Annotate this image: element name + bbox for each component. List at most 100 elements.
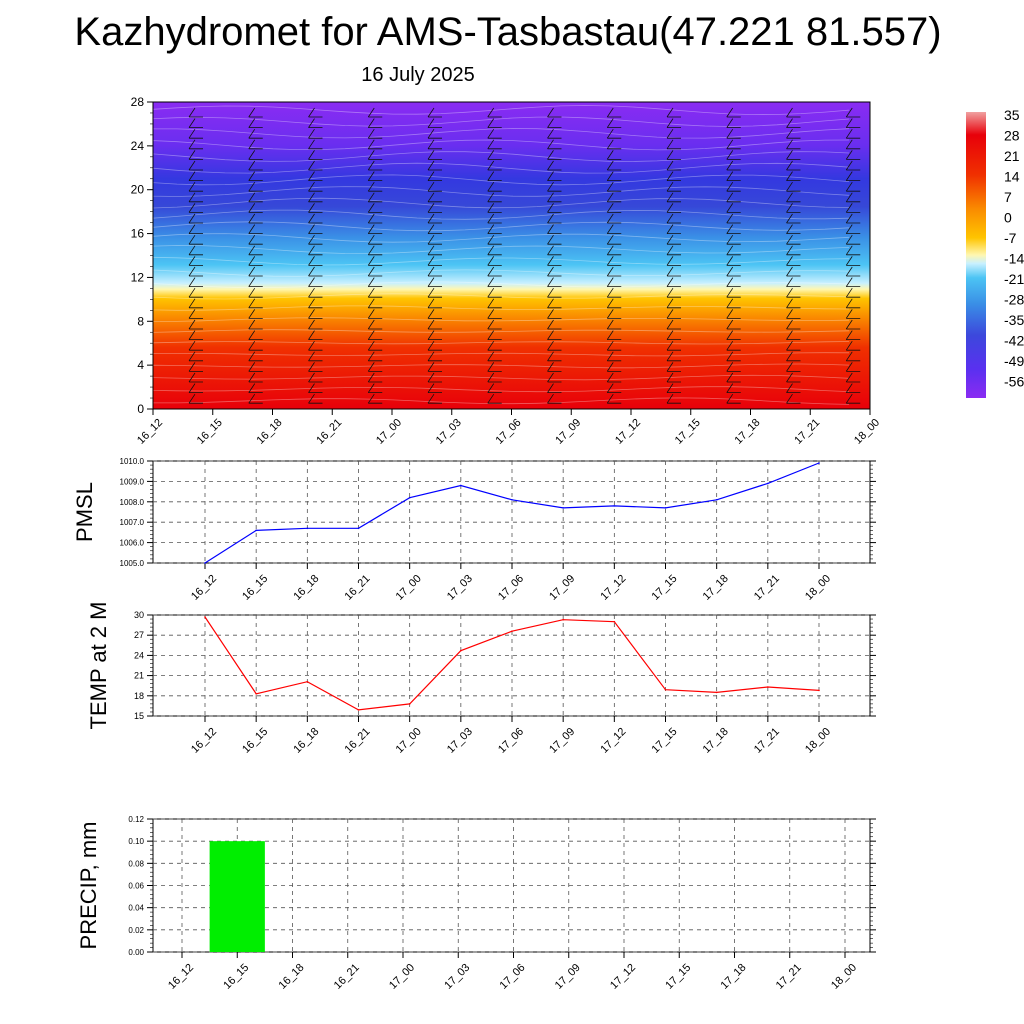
x-tick-label: 16_21 <box>332 962 362 992</box>
y-tick-label: 21 <box>134 671 144 681</box>
wind-barb <box>427 118 442 128</box>
colorbar-strip <box>966 112 986 398</box>
wind-barb <box>786 160 801 171</box>
data-point <box>613 620 616 623</box>
data-point <box>255 692 257 695</box>
wind-barb <box>308 181 323 192</box>
wind-barb <box>606 245 622 256</box>
wind-barb <box>666 181 681 192</box>
isotherm-contour <box>152 245 850 255</box>
isotherm-contour <box>152 162 850 174</box>
x-tick-label: 17_21 <box>752 726 782 756</box>
wind-barb <box>786 181 801 192</box>
wind-barb <box>487 362 502 372</box>
wind-barb <box>427 128 442 139</box>
wind-barb <box>487 181 502 192</box>
isotherm-contour <box>152 209 850 220</box>
wind-barb <box>606 266 622 277</box>
wind-barb <box>547 287 562 298</box>
colorbar-label: -56 <box>1004 374 1024 390</box>
wind-barb <box>786 150 801 160</box>
wind-barb <box>188 372 203 383</box>
heatmap-y-tick-label: 20 <box>131 183 145 197</box>
wind-barb <box>188 118 203 128</box>
wind-barb <box>547 277 562 287</box>
wind-barb <box>248 256 263 266</box>
wind-barb <box>606 256 622 266</box>
wind-barb <box>726 330 741 340</box>
wind-barb <box>308 245 323 256</box>
isotherm-contour <box>152 293 850 300</box>
wind-barb <box>547 256 562 266</box>
wind-barb <box>845 150 861 160</box>
colorbar-label: 7 <box>1004 189 1012 205</box>
wind-barb <box>547 245 562 256</box>
wind-barb <box>248 362 263 372</box>
wind-barb <box>427 372 442 383</box>
wind-barb <box>786 256 801 266</box>
isotherm-contour <box>152 317 850 323</box>
colorbar-label: 0 <box>1004 210 1012 226</box>
x-tick-label: 17_12 <box>598 726 628 756</box>
wind-barb <box>188 128 203 139</box>
wind-barb <box>666 330 681 340</box>
wind-barb <box>248 319 263 330</box>
wind-barb <box>845 234 861 245</box>
x-tick-label: 17_12 <box>598 573 628 603</box>
colorbar-labels: 35 28 21 14 7 0 -7 -14 -21 -28 -35 -42 -49 -56 <box>1004 107 1024 390</box>
heatmap-plot-area <box>153 102 870 409</box>
wind-barb <box>547 362 562 372</box>
wind-barb <box>248 340 263 351</box>
wind-barb <box>367 277 383 287</box>
x-tick-label: 18_00 <box>803 726 833 756</box>
x-tick-label: 17_00 <box>394 573 424 603</box>
wind-barb <box>845 192 861 203</box>
wind-barb <box>188 234 203 245</box>
wind-barb <box>487 160 502 171</box>
wind-barb <box>845 213 861 224</box>
wind-barb <box>188 266 203 277</box>
heatmap-y-tick-label: 4 <box>137 358 144 372</box>
x-tick-label: 17_09 <box>547 726 577 756</box>
isotherm-contour <box>152 116 850 127</box>
wind-barb <box>188 298 203 309</box>
wind-barb <box>367 372 383 383</box>
wind-barb <box>726 118 741 128</box>
wind-barb <box>726 213 741 224</box>
y-tick-label: 15 <box>134 711 144 721</box>
wind-barb <box>367 309 383 319</box>
colorbar-label: 14 <box>1004 169 1020 185</box>
x-tick-label: 17_00 <box>387 962 417 992</box>
wind-barb <box>308 340 323 351</box>
wind-barb <box>248 171 263 181</box>
data-point <box>562 618 564 621</box>
wind-barb <box>188 139 203 150</box>
wind-barb <box>547 372 562 383</box>
wind-barb <box>308 171 323 181</box>
data-point <box>664 688 667 691</box>
heatmap-x-tick-label: 17_12 <box>613 417 643 447</box>
wind-barb <box>427 160 442 171</box>
wind-barb <box>606 393 622 404</box>
colorbar-label: 21 <box>1004 148 1020 164</box>
page-subtitle: 16 July 2025 <box>361 64 475 86</box>
wind-barb <box>367 319 383 330</box>
isotherm-contour <box>152 352 850 357</box>
isotherm-contour <box>152 305 850 311</box>
wind-barb <box>845 128 861 139</box>
wind-barb <box>606 171 622 181</box>
y-tick-label: 1007.0 <box>120 518 145 527</box>
x-tick-label: 17_06 <box>496 573 526 603</box>
wind-barb <box>188 383 203 393</box>
wind-barb <box>786 118 801 128</box>
data-point <box>613 505 616 507</box>
wind-barb <box>666 340 681 351</box>
wind-barb <box>845 372 861 383</box>
wind-barb <box>308 298 323 309</box>
wind-barb <box>666 139 681 150</box>
plot-frame <box>152 614 871 717</box>
wind-barb <box>308 351 323 362</box>
x-tick-label: 17_12 <box>608 962 638 992</box>
page-title: Kazhydromet for AMS-Tasbastau(47.221 81.… <box>74 10 942 54</box>
y-tick-label: 0.08 <box>128 859 144 868</box>
